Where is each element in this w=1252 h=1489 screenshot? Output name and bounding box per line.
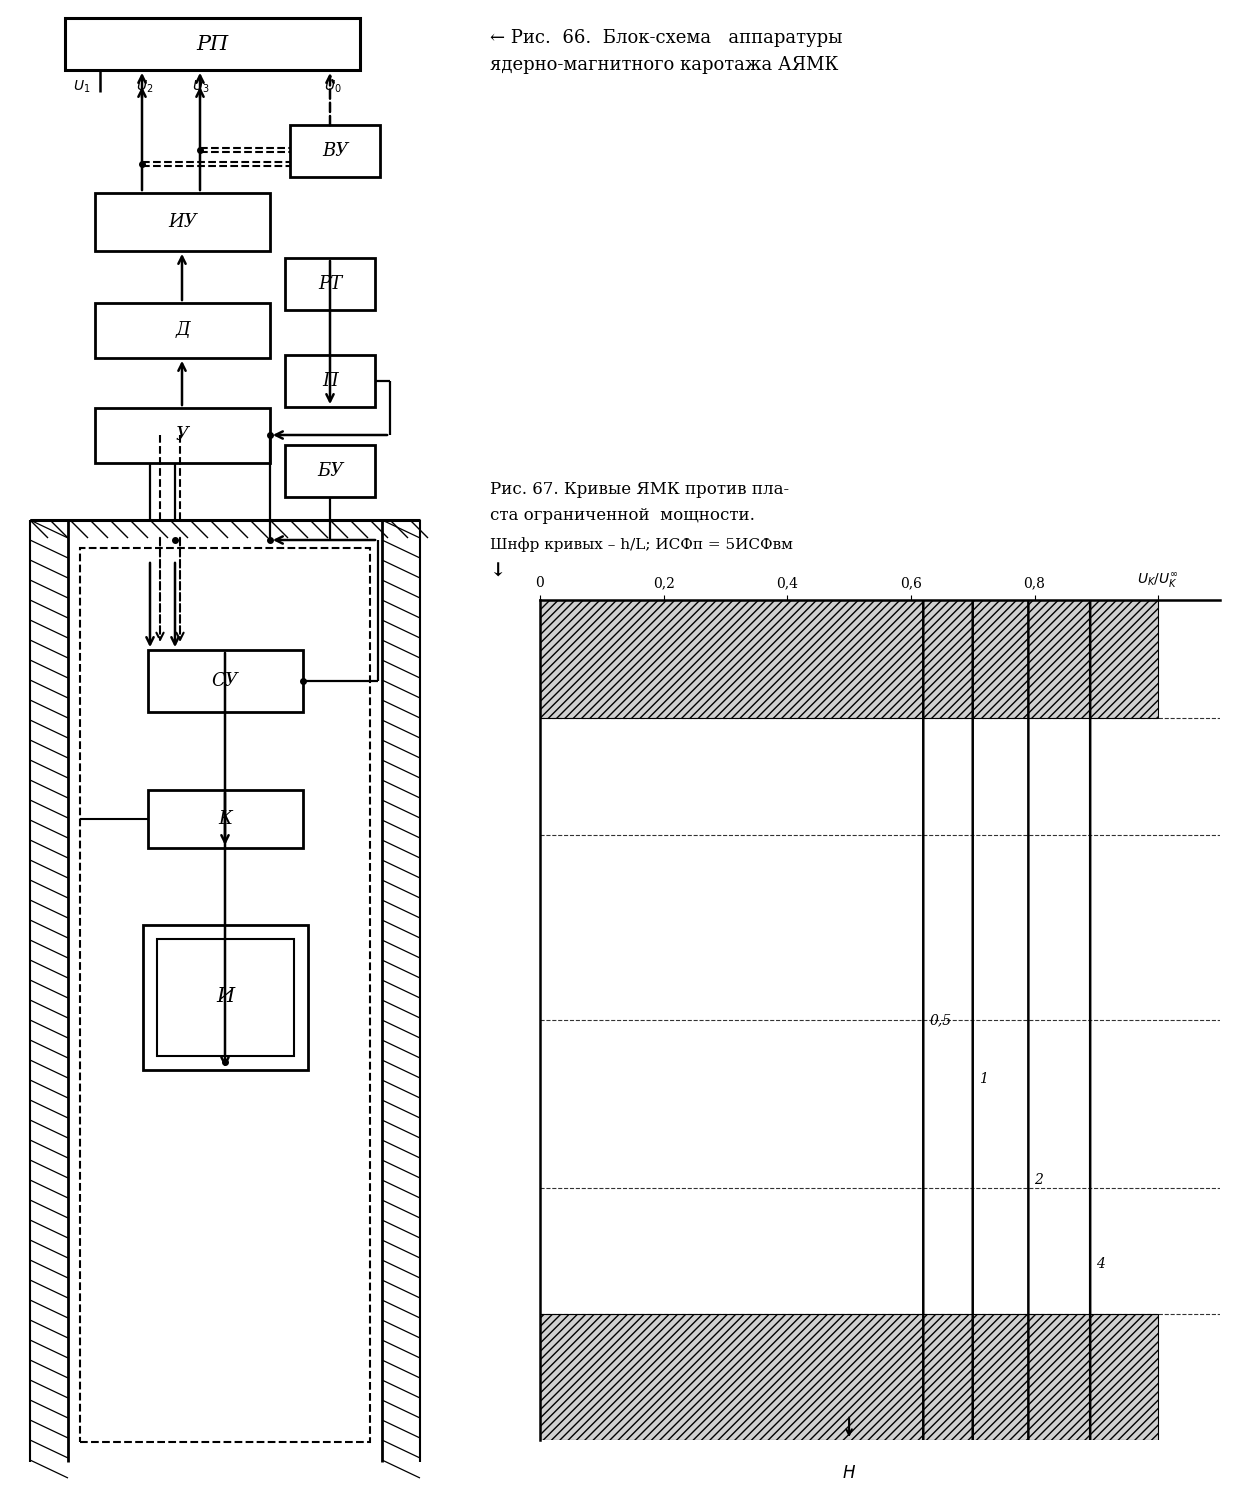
Text: $U_2$: $U_2$ [136, 79, 154, 95]
Text: 1: 1 [979, 1072, 988, 1085]
Bar [95, 408, 270, 463]
Bar [285, 258, 376, 310]
Text: $U_3$: $U_3$ [192, 79, 209, 95]
Text: ИУ: ИУ [168, 213, 197, 231]
Text: $U_0$: $U_0$ [324, 79, 342, 95]
Text: $U_1$: $U_1$ [73, 79, 90, 95]
Text: $H$: $H$ [843, 1465, 856, 1482]
Bar [540, 1313, 1158, 1440]
Text: ядерно-магнитного каротажа АЯМК: ядерно-магнитного каротажа АЯМК [490, 57, 839, 74]
Text: ↓: ↓ [490, 563, 506, 581]
Text: 2: 2 [1034, 1173, 1043, 1187]
Text: ста ограниченной  мощности.: ста ограниченной мощности. [490, 508, 755, 524]
Text: П: П [322, 372, 338, 390]
Bar [290, 125, 381, 177]
Text: ВУ: ВУ [322, 141, 348, 159]
Bar [80, 548, 371, 1441]
Text: 0,5: 0,5 [929, 1013, 952, 1027]
Text: ← Рис.  66.  Блок-схема   аппаратуры: ← Рис. 66. Блок-схема аппаратуры [490, 28, 843, 48]
Text: Рис. 67. Кривые ЯМК против пла-: Рис. 67. Кривые ЯМК против пла- [490, 481, 789, 499]
Text: СУ: СУ [212, 672, 238, 689]
Text: У: У [175, 426, 189, 444]
Text: Д: Д [175, 322, 190, 339]
Text: РП: РП [197, 34, 229, 54]
Bar [95, 302, 270, 357]
Text: 4: 4 [1097, 1257, 1106, 1270]
Text: РТ: РТ [318, 275, 342, 293]
Bar [148, 651, 303, 712]
Text: К: К [218, 810, 232, 828]
Bar [65, 18, 361, 70]
Text: Шнфр кривых – h/L; ИСФп = 5ИСФвм: Шнфр кривых – h/L; ИСФп = 5ИСФвм [490, 538, 793, 552]
Bar [285, 354, 376, 406]
Bar [156, 940, 294, 1056]
Bar [540, 600, 1158, 718]
Bar [148, 791, 303, 849]
Text: БУ: БУ [317, 462, 343, 479]
Bar [285, 445, 376, 497]
Text: И: И [215, 987, 234, 1007]
Bar [95, 194, 270, 252]
Bar [143, 925, 308, 1071]
